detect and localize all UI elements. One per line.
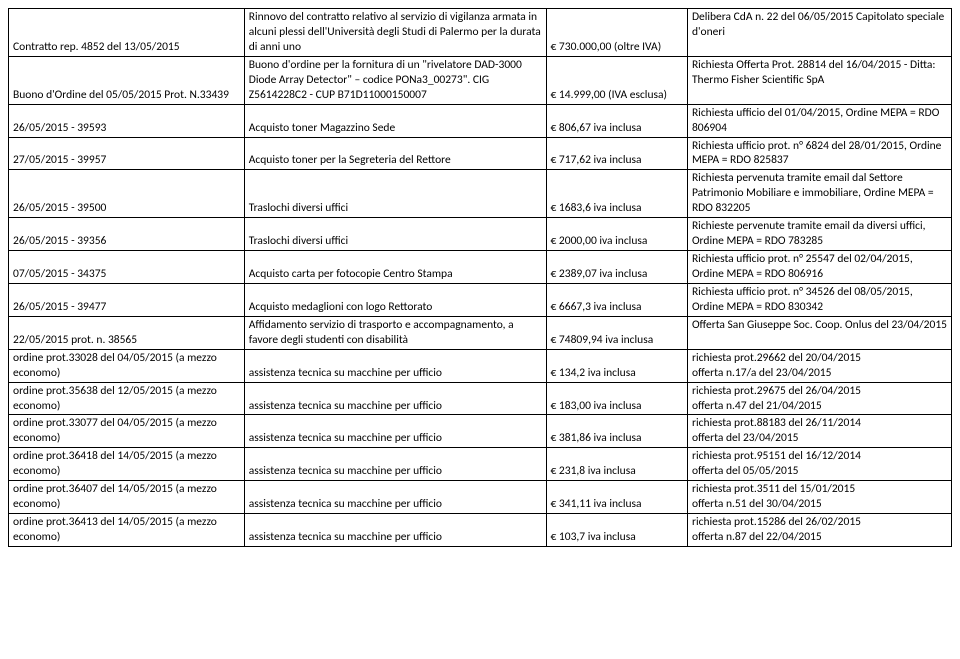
table-row: ordine prot.33077 del 04/05/2015 (a mezz… bbox=[9, 415, 952, 448]
table-row: ordine prot.35638 del 12/05/2015 (a mezz… bbox=[9, 382, 952, 415]
cell-c2: assistenza tecnica su macchine per uffic… bbox=[244, 448, 546, 481]
cell-c1: 26/05/2015 - 39593 bbox=[9, 104, 245, 137]
cell-c1: ordine prot.36418 del 14/05/2015 (a mezz… bbox=[9, 448, 245, 481]
cell-c3: € 730.000,00 (oltre IVA) bbox=[546, 9, 687, 57]
cell-c3: € 341,11 iva inclusa bbox=[546, 481, 687, 514]
cell-c2: assistenza tecnica su macchine per uffic… bbox=[244, 415, 546, 448]
cell-c2: assistenza tecnica su macchine per uffic… bbox=[244, 349, 546, 382]
cell-c1: 26/05/2015 - 39356 bbox=[9, 218, 245, 251]
table-row: 27/05/2015 - 39957Acquisto toner per la … bbox=[9, 137, 952, 170]
table-row: ordine prot.36418 del 14/05/2015 (a mezz… bbox=[9, 448, 952, 481]
data-table: Contratto rep. 4852 del 13/05/2015Rinnov… bbox=[8, 8, 952, 547]
table-row: ordine prot.36413 del 14/05/2015 (a mezz… bbox=[9, 514, 952, 547]
cell-c4: Richiesta ufficio prot. n° 25547 del 02/… bbox=[687, 251, 951, 284]
cell-c4: Delibera CdA n. 22 del 06/05/2015 Capito… bbox=[687, 9, 951, 57]
cell-c1: Contratto rep. 4852 del 13/05/2015 bbox=[9, 9, 245, 57]
cell-c2: Traslochi diversi uffici bbox=[244, 218, 546, 251]
cell-c1: 26/05/2015 - 39500 bbox=[9, 170, 245, 218]
cell-c4: richiesta prot.88183 del 26/11/2014offer… bbox=[687, 415, 951, 448]
cell-c4: Richieste pervenute tramite email da div… bbox=[687, 218, 951, 251]
cell-c1: 22/05/2015 prot. n. 38565 bbox=[9, 316, 245, 349]
cell-c2: Affidamento servizio di trasporto e acco… bbox=[244, 316, 546, 349]
cell-c1: 27/05/2015 - 39957 bbox=[9, 137, 245, 170]
cell-c4: richiesta prot.29675 del 26/04/2015offer… bbox=[687, 382, 951, 415]
cell-c3: € 183,00 iva inclusa bbox=[546, 382, 687, 415]
cell-c1: ordine prot.36413 del 14/05/2015 (a mezz… bbox=[9, 514, 245, 547]
cell-c2: Rinnovo del contratto relativo al serviz… bbox=[244, 9, 546, 57]
cell-c2: assistenza tecnica su macchine per uffic… bbox=[244, 382, 546, 415]
cell-c4: richiesta prot.95151 del 16/12/2014offer… bbox=[687, 448, 951, 481]
table-row: ordine prot.36407 del 14/05/2015 (a mezz… bbox=[9, 481, 952, 514]
table-body: Contratto rep. 4852 del 13/05/2015Rinnov… bbox=[9, 9, 952, 547]
cell-c3: € 231,8 iva inclusa bbox=[546, 448, 687, 481]
cell-c1: ordine prot.33028 del 04/05/2015 (a mezz… bbox=[9, 349, 245, 382]
cell-c4: richiesta prot.29662 del 20/04/2015offer… bbox=[687, 349, 951, 382]
cell-c2: Acquisto toner Magazzino Sede bbox=[244, 104, 546, 137]
cell-c1: 07/05/2015 - 34375 bbox=[9, 251, 245, 284]
table-row: 26/05/2015 - 39500Traslochi diversi uffi… bbox=[9, 170, 952, 218]
cell-c3: € 381,86 iva inclusa bbox=[546, 415, 687, 448]
cell-c3: € 806,67 iva inclusa bbox=[546, 104, 687, 137]
cell-c2: Traslochi diversi uffici bbox=[244, 170, 546, 218]
cell-c3: € 2000,00 iva inclusa bbox=[546, 218, 687, 251]
cell-c3: € 6667,3 iva inclusa bbox=[546, 283, 687, 316]
cell-c3: € 1683,6 iva inclusa bbox=[546, 170, 687, 218]
table-row: 07/05/2015 - 34375Acquisto carta per fot… bbox=[9, 251, 952, 284]
table-row: 26/05/2015 - 39477Acquisto medaglioni co… bbox=[9, 283, 952, 316]
table-row: 26/05/2015 - 39356Traslochi diversi uffi… bbox=[9, 218, 952, 251]
cell-c2: assistenza tecnica su macchine per uffic… bbox=[244, 514, 546, 547]
cell-c2: Acquisto toner per la Segreteria del Ret… bbox=[244, 137, 546, 170]
cell-c1: ordine prot.35638 del 12/05/2015 (a mezz… bbox=[9, 382, 245, 415]
cell-c4: Richiesta Offerta Prot. 28814 del 16/04/… bbox=[687, 56, 951, 104]
cell-c3: € 14.999,00 (IVA esclusa) bbox=[546, 56, 687, 104]
cell-c3: € 103,7 iva inclusa bbox=[546, 514, 687, 547]
cell-c1: ordine prot.33077 del 04/05/2015 (a mezz… bbox=[9, 415, 245, 448]
cell-c3: € 74809,94 iva inclusa bbox=[546, 316, 687, 349]
cell-c4: richiesta prot.15286 del 26/02/2015offer… bbox=[687, 514, 951, 547]
cell-c2: Acquisto medaglioni con logo Rettorato bbox=[244, 283, 546, 316]
cell-c3: € 134,2 iva inclusa bbox=[546, 349, 687, 382]
cell-c4: Richiesta ufficio del 01/04/2015, Ordine… bbox=[687, 104, 951, 137]
cell-c4: Richiesta pervenuta tramite email dal Se… bbox=[687, 170, 951, 218]
cell-c3: € 717,62 iva inclusa bbox=[546, 137, 687, 170]
cell-c4: Richiesta ufficio prot. n° 6824 del 28/0… bbox=[687, 137, 951, 170]
cell-c1: ordine prot.36407 del 14/05/2015 (a mezz… bbox=[9, 481, 245, 514]
cell-c2: assistenza tecnica su macchine per uffic… bbox=[244, 481, 546, 514]
table-row: 26/05/2015 - 39593Acquisto toner Magazzi… bbox=[9, 104, 952, 137]
cell-c1: 26/05/2015 - 39477 bbox=[9, 283, 245, 316]
cell-c4: Offerta San Giuseppe Soc. Coop. Onlus de… bbox=[687, 316, 951, 349]
cell-c3: € 2389,07 iva inclusa bbox=[546, 251, 687, 284]
cell-c4: richiesta prot.3511 del 15/01/2015offert… bbox=[687, 481, 951, 514]
cell-c2: Acquisto carta per fotocopie Centro Stam… bbox=[244, 251, 546, 284]
cell-c1: Buono d'Ordine del 05/05/2015 Prot. N.33… bbox=[9, 56, 245, 104]
table-row: Contratto rep. 4852 del 13/05/2015Rinnov… bbox=[9, 9, 952, 57]
table-row: Buono d'Ordine del 05/05/2015 Prot. N.33… bbox=[9, 56, 952, 104]
table-row: ordine prot.33028 del 04/05/2015 (a mezz… bbox=[9, 349, 952, 382]
table-row: 22/05/2015 prot. n. 38565Affidamento ser… bbox=[9, 316, 952, 349]
cell-c4: Richiesta ufficio prot. n° 34526 del 08/… bbox=[687, 283, 951, 316]
cell-c2: Buono d'ordine per la fornitura di un "r… bbox=[244, 56, 546, 104]
